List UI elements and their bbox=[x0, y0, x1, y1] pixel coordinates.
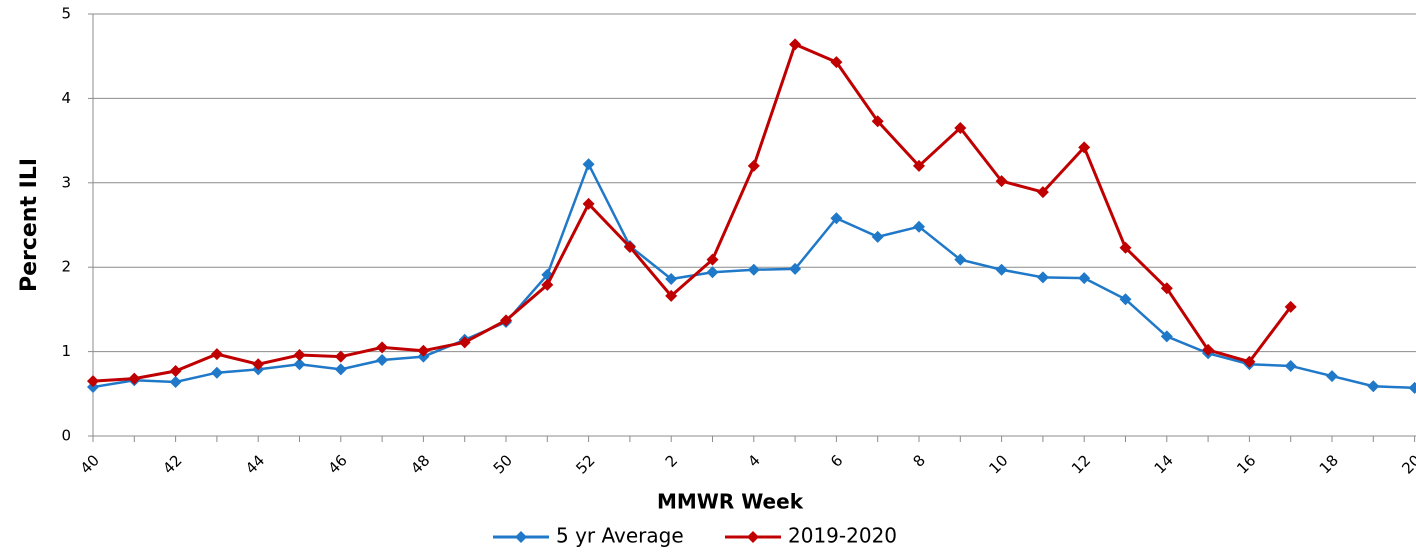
y-tick-label: 5 bbox=[61, 5, 71, 23]
x-tick-label: 12 bbox=[1068, 451, 1094, 477]
data-point bbox=[871, 115, 884, 128]
data-point bbox=[1078, 141, 1091, 154]
data-point bbox=[1408, 381, 1416, 394]
data-point bbox=[376, 354, 389, 367]
x-tick-label: 16 bbox=[1233, 451, 1259, 477]
x-tick-label: 4 bbox=[744, 451, 763, 470]
data-point bbox=[1326, 370, 1338, 383]
y-tick-label: 0 bbox=[61, 427, 71, 445]
x-tick-label: 44 bbox=[242, 451, 268, 477]
data-point bbox=[169, 375, 182, 388]
data-point bbox=[789, 38, 802, 51]
data-point bbox=[830, 212, 843, 225]
data-point bbox=[293, 348, 306, 361]
data-point bbox=[582, 158, 595, 171]
x-tick-label: 2 bbox=[662, 451, 681, 470]
data-point bbox=[747, 263, 760, 276]
data-point bbox=[1243, 355, 1256, 368]
x-tick-label: 8 bbox=[910, 451, 929, 470]
data-point bbox=[830, 56, 843, 69]
data-point bbox=[1119, 241, 1132, 254]
data-point bbox=[334, 363, 347, 376]
data-point bbox=[623, 240, 636, 253]
x-tick-label: 46 bbox=[325, 451, 351, 477]
data-point bbox=[1078, 272, 1091, 285]
y-tick-label: 4 bbox=[61, 89, 71, 107]
data-point bbox=[87, 375, 99, 388]
data-point bbox=[417, 344, 430, 357]
y-axis-label: Percent ILI bbox=[17, 158, 42, 292]
data-point bbox=[1036, 186, 1049, 199]
data-point bbox=[458, 336, 471, 349]
x-tick-label: 48 bbox=[407, 451, 433, 477]
legend-label: 5 yr Average bbox=[556, 524, 684, 548]
data-point bbox=[541, 278, 554, 291]
data-point bbox=[1160, 330, 1173, 343]
data-point bbox=[1367, 380, 1380, 393]
data-point bbox=[376, 341, 389, 354]
data-point bbox=[582, 197, 595, 210]
series-line bbox=[92, 42, 1292, 383]
data-point bbox=[1119, 293, 1132, 306]
x-tick-label: 50 bbox=[490, 451, 516, 477]
data-point bbox=[706, 253, 719, 266]
series-line bbox=[92, 161, 1415, 390]
y-tick-label: 3 bbox=[61, 173, 71, 191]
x-tick-label: 40 bbox=[77, 451, 103, 477]
data-point bbox=[128, 372, 141, 385]
data-point bbox=[1160, 282, 1173, 295]
x-tick-label: 52 bbox=[572, 451, 598, 477]
x-tick-label: 18 bbox=[1316, 451, 1342, 477]
data-point bbox=[210, 366, 223, 379]
data-point bbox=[706, 266, 719, 279]
data-point bbox=[665, 273, 678, 286]
data-point bbox=[1036, 271, 1049, 284]
y-tick-label: 1 bbox=[61, 342, 71, 360]
x-tick-label: 42 bbox=[159, 451, 185, 477]
data-point bbox=[665, 289, 678, 302]
data-point bbox=[334, 350, 347, 363]
data-point bbox=[995, 263, 1008, 276]
data-point bbox=[913, 220, 925, 233]
x-tick-label: 20 bbox=[1398, 451, 1416, 477]
x-tick-label: 10 bbox=[985, 451, 1011, 477]
legend-label: 2019-2020 bbox=[788, 524, 897, 548]
data-point bbox=[1284, 359, 1297, 372]
data-point bbox=[871, 230, 884, 243]
data-point bbox=[789, 262, 802, 275]
data-point bbox=[747, 159, 760, 172]
data-point bbox=[500, 314, 512, 327]
data-point bbox=[913, 159, 925, 172]
data-point bbox=[252, 358, 265, 371]
x-axis-label: MMWR Week bbox=[657, 490, 804, 514]
data-point bbox=[169, 365, 182, 378]
y-tick-label: 2 bbox=[61, 258, 71, 276]
x-tick-label: 6 bbox=[827, 451, 846, 470]
legend-marker bbox=[747, 531, 759, 543]
legend-marker bbox=[515, 531, 527, 543]
x-tick-label: 14 bbox=[1151, 451, 1177, 477]
data-point bbox=[954, 121, 967, 134]
data-point bbox=[210, 348, 223, 361]
data-point bbox=[293, 358, 306, 371]
data-point bbox=[995, 175, 1008, 188]
data-point bbox=[1202, 343, 1215, 356]
data-point bbox=[954, 253, 967, 266]
data-point bbox=[1284, 300, 1297, 313]
